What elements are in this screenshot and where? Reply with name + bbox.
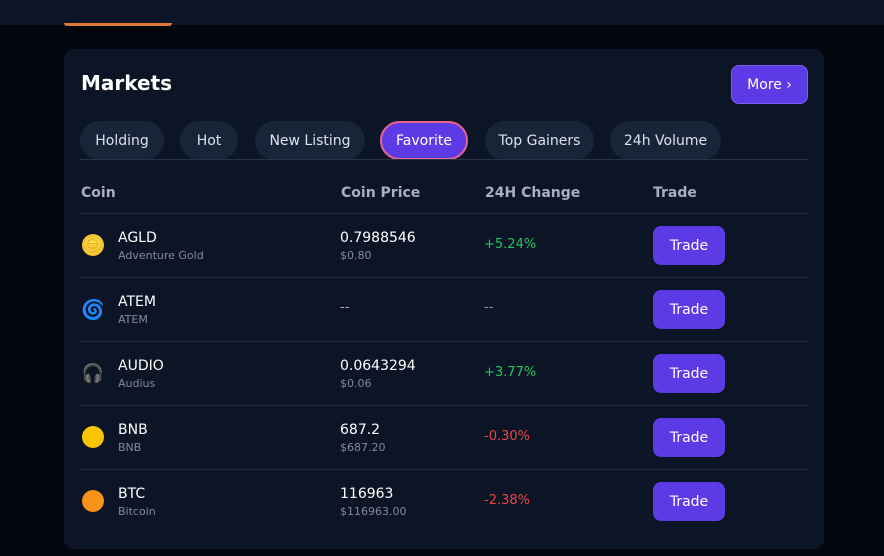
column-header-price: Coin Price <box>341 185 421 201</box>
table-row[interactable]: BNB BNB 687.2 $687.20 -0.30% Trade <box>80 405 808 469</box>
coin-usd-price: $0.06 <box>340 377 372 390</box>
trade-button[interactable]: Trade <box>653 482 725 521</box>
top-bar-accent <box>64 23 172 26</box>
coin-price: 687.2 <box>340 422 381 438</box>
orange-circle-icon <box>82 490 104 512</box>
cyclone-icon: 🌀 <box>81 298 105 321</box>
coin-price: 116963 <box>340 486 394 502</box>
coin-symbol: BNB <box>118 422 148 438</box>
trade-button[interactable]: Trade <box>653 354 725 393</box>
yellow-circle-icon <box>82 426 104 448</box>
top-bar <box>0 0 884 26</box>
coin-symbol: ATEM <box>118 294 156 310</box>
column-header-change: 24H Change <box>485 185 581 201</box>
coin-change: +5.24% <box>484 237 537 252</box>
tabs-divider <box>80 159 808 160</box>
tab-top-gainers[interactable]: Top Gainers <box>485 121 594 160</box>
trade-button[interactable]: Trade <box>653 226 725 265</box>
coin-usd-price: $687.20 <box>340 441 386 454</box>
tab-favorite[interactable]: Favorite <box>380 121 468 160</box>
page-title: Markets <box>81 71 173 95</box>
coin-name: Audius <box>118 377 156 390</box>
coin-name: Bitcoin <box>118 505 156 518</box>
column-header-coin: Coin <box>81 185 116 201</box>
coin-name: BNB <box>118 441 142 454</box>
coin-name: ATEM <box>118 313 148 326</box>
coin-price: 0.7988546 <box>340 230 416 246</box>
headphones-icon: 🎧 <box>81 362 105 384</box>
coin-change: +3.77% <box>484 365 537 380</box>
coin-usd-price: $116963.00 <box>340 505 407 518</box>
column-header-trade: Trade <box>653 185 697 201</box>
table-row[interactable]: 🌀 ATEM ATEM -- -- Trade <box>80 277 808 341</box>
coin-symbol: AGLD <box>118 230 157 246</box>
gold-coin-icon: 🪙 <box>82 234 104 256</box>
coin-price: 0.0643294 <box>340 358 416 374</box>
trade-button[interactable]: Trade <box>653 418 725 457</box>
table-row[interactable]: BTC Bitcoin 116963 $116963.00 -2.38% Tra… <box>80 469 808 533</box>
trade-button[interactable]: Trade <box>653 290 725 329</box>
more-button[interactable]: More › <box>731 65 808 104</box>
tab-holding[interactable]: Holding <box>80 121 164 160</box>
coin-change: -- <box>484 300 494 315</box>
coin-change: -2.38% <box>484 493 530 508</box>
markets-card: Markets More › Holding Hot New Listing F… <box>64 49 824 549</box>
coin-name: Adventure Gold <box>118 249 204 262</box>
coin-price: -- <box>340 300 350 315</box>
tab-new-listing[interactable]: New Listing <box>255 121 365 160</box>
coin-change: -0.30% <box>484 429 530 444</box>
coin-symbol: BTC <box>118 486 146 502</box>
coin-symbol: AUDIO <box>118 358 164 374</box>
table-row[interactable]: 🎧 AUDIO Audius 0.0643294 $0.06 +3.77% Tr… <box>80 341 808 405</box>
table-row[interactable]: 🪙 AGLD Adventure Gold 0.7988546 $0.80 +5… <box>80 213 808 277</box>
tab-hot[interactable]: Hot <box>180 121 238 160</box>
coin-usd-price: $0.80 <box>340 249 372 262</box>
tab-24h-volume[interactable]: 24h Volume <box>610 121 721 160</box>
